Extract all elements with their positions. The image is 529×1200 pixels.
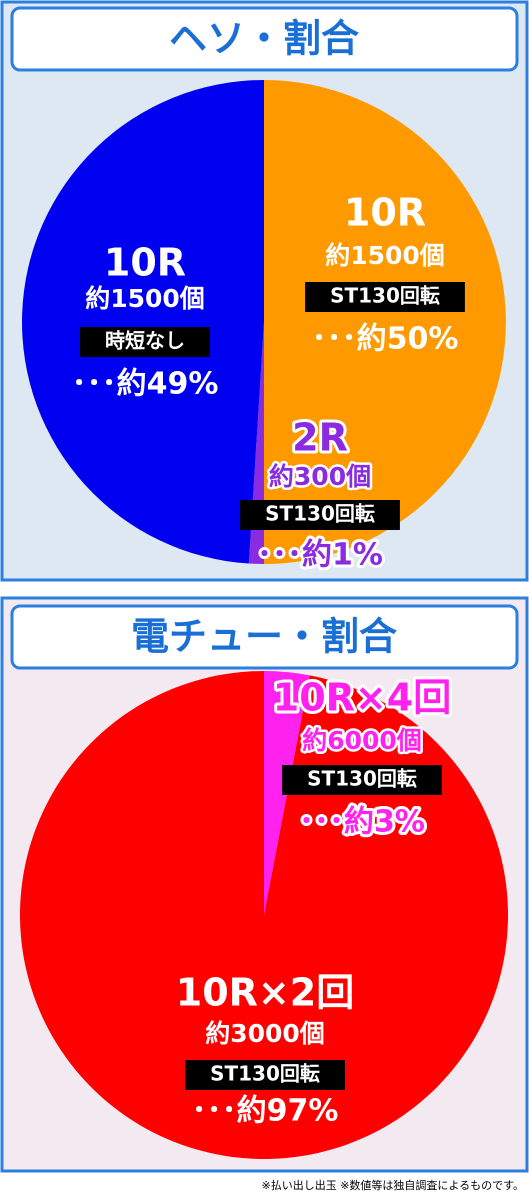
slice-payout: 約1500個 — [85, 284, 205, 313]
title-box — [10, 604, 519, 670]
slice-label: 10R — [104, 241, 186, 285]
slice-mode: ST130回転 — [265, 502, 375, 526]
slice-payout: 約6000個 — [302, 726, 422, 755]
chart-title: 電チュー・割合 — [131, 615, 397, 659]
slice-mode: ST130回転 — [210, 1062, 320, 1086]
slice-payout: 約3000個 — [205, 1019, 325, 1048]
slice-label: 10R×4回 — [273, 676, 451, 720]
slice-payout: 約1500個 — [325, 241, 445, 270]
slice-mode: ST130回転 — [330, 284, 440, 308]
value-label: ･･･約3% — [299, 805, 425, 840]
slice-label: 2R — [292, 416, 348, 460]
mode-box — [305, 282, 465, 312]
value-label: ･･･約50% — [312, 322, 459, 357]
chart-title: ヘソ・割合 — [169, 17, 359, 61]
slice-payout: 約300個 — [269, 462, 371, 491]
mode-box — [185, 1060, 345, 1090]
footnote: ※払い出し出玉 ※数値等は独自調査によるものです。 — [262, 1178, 525, 1192]
value-label: ･･･約49% — [72, 367, 219, 402]
value-label: ･･･約1% — [257, 538, 383, 573]
slice-mode: 時短なし — [105, 329, 185, 353]
pie-slice — [22, 80, 265, 564]
value-label: ･･･約97% — [192, 1094, 339, 1129]
slice-label: 10R×2回 — [176, 971, 354, 1015]
mode-box — [80, 327, 210, 357]
mode-box — [282, 765, 442, 795]
slice-label: 10R — [344, 191, 426, 235]
title-box — [10, 6, 519, 72]
pie-slice — [264, 80, 506, 564]
mode-box — [240, 500, 400, 530]
slice-mode: ST130回転 — [307, 767, 417, 791]
